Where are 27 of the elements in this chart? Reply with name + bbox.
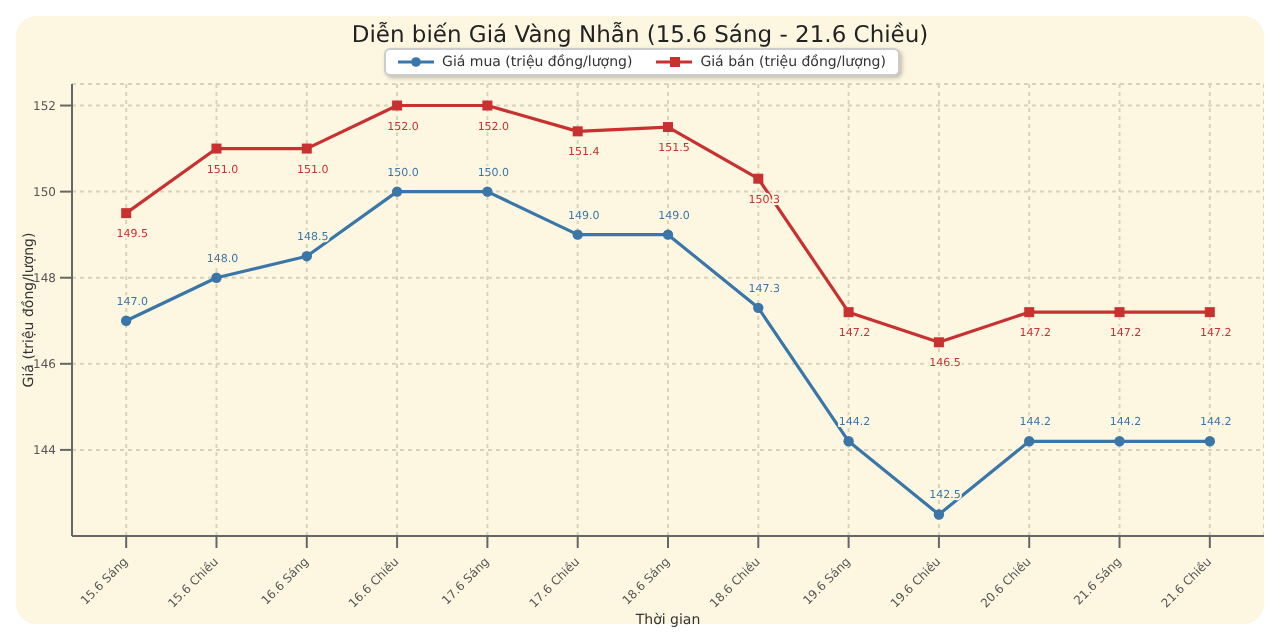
point: [482, 186, 493, 197]
point: [121, 208, 132, 219]
point: [933, 509, 945, 520]
point: [392, 100, 403, 111]
point: [1114, 436, 1125, 447]
point: [1204, 307, 1215, 318]
point: [753, 302, 764, 314]
point: [1204, 436, 1216, 447]
point: [391, 186, 403, 197]
chart-title: Diễn biến Giá Vàng Nhẫn (15.6 Sáng - 21.6 Chiều): [349, 18, 931, 52]
point: [301, 143, 312, 154]
point: [753, 173, 764, 184]
point: [482, 100, 493, 111]
point: [843, 307, 854, 318]
point: [572, 229, 583, 240]
point: [120, 315, 132, 326]
point: [1024, 436, 1035, 447]
point: [1114, 307, 1125, 318]
point: [843, 436, 854, 447]
point: [301, 250, 312, 262]
point: [572, 126, 583, 137]
point: [211, 143, 222, 154]
point: [1024, 307, 1035, 318]
point: [933, 337, 944, 348]
point: [211, 272, 222, 283]
point: [662, 229, 674, 240]
point: [663, 122, 673, 133]
